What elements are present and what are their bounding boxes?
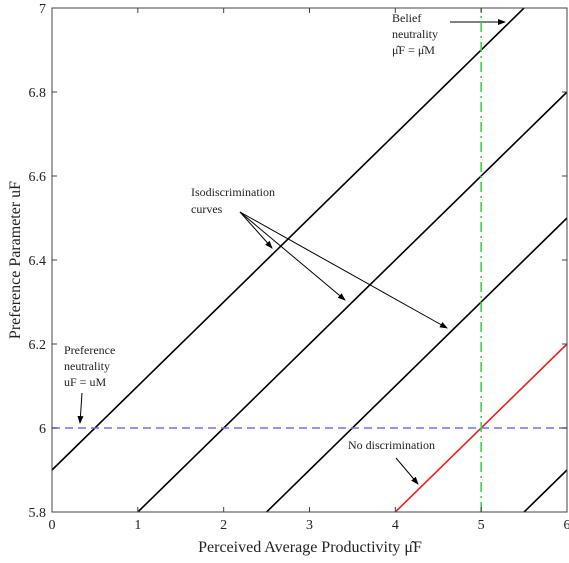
y-tick-label: 6.2 [29,338,47,353]
annotation: neutrality [64,359,110,373]
arrows [80,22,505,484]
annotation: curves [191,202,223,216]
series-line [524,470,567,512]
y-tick-label: 5.8 [29,506,47,521]
x-tick-label: 5 [478,518,485,533]
annotation: μ̂F = μ̂M [392,43,435,57]
x-tick-label: 0 [49,518,56,533]
series-line [267,218,567,512]
annotation: neutrality [392,27,438,41]
y-tick-label: 7 [39,2,46,17]
y-tick-label: 6 [39,422,46,437]
x-tick-label: 6 [564,518,569,533]
y-tick-label: 6.4 [29,254,47,269]
y-tick-label: 6.8 [29,86,47,101]
x-tick-label: 3 [306,518,313,533]
x-axis-label: Perceived Average Productivity μ̂F [198,539,422,556]
annotation: No discrimination [348,438,435,452]
annotation: uF = uM [64,375,106,389]
x-tick-label: 1 [134,518,141,533]
x-tick-label: 2 [220,518,227,533]
x-tick-label: 4 [392,518,399,533]
plot-frame [52,8,567,512]
annotation: Isodiscrimination [191,185,275,199]
annotation: Preference [64,343,115,357]
y-axis-label: Preference Parameter uF [7,181,24,339]
annotation: Belief [392,11,421,25]
y-tick-label: 6.6 [29,170,47,185]
series-line [52,8,524,470]
